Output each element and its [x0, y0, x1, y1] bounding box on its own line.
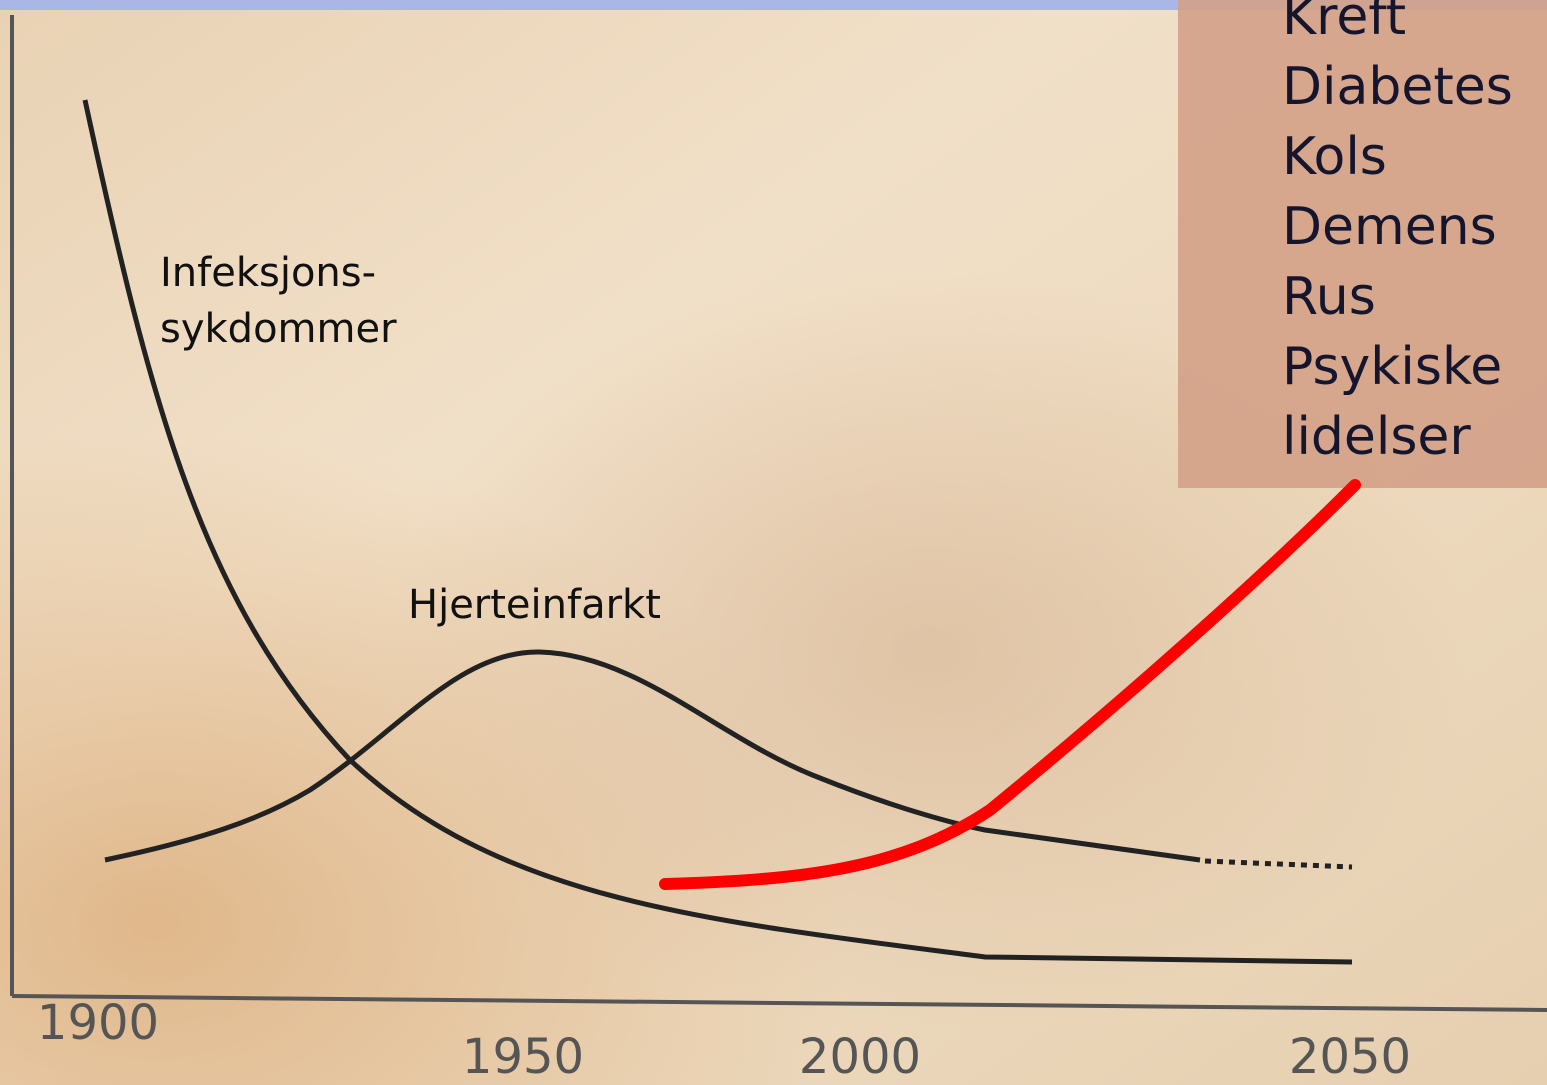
slide: Kreft Diabetes Kols Demens Rus Psykiske lidels… — [0, 0, 1547, 1085]
disease-list: Kreft Diabetes Kols Demens Rus Psykiske lidels… — [1282, 0, 1513, 467]
curve-label: Infeksjons- — [160, 250, 376, 296]
disease-item: Psykiske — [1282, 337, 1502, 397]
disease-item: lidelser — [1282, 407, 1471, 467]
x-label: 2000 — [799, 1029, 921, 1085]
curve-label: sykdommer — [160, 306, 397, 352]
x-label: 1900 — [37, 995, 159, 1051]
disease-item: Kreft — [1282, 0, 1406, 47]
x-label: 2050 — [1289, 1029, 1411, 1085]
x-label: 1950 — [462, 1029, 584, 1085]
disease-item: Diabetes — [1282, 57, 1513, 117]
curve-label: Hjerteinfarkt — [408, 582, 661, 628]
disease-item: Kols — [1282, 127, 1387, 187]
disease-item: Demens — [1282, 197, 1497, 257]
disease-item: Rus — [1282, 267, 1376, 327]
